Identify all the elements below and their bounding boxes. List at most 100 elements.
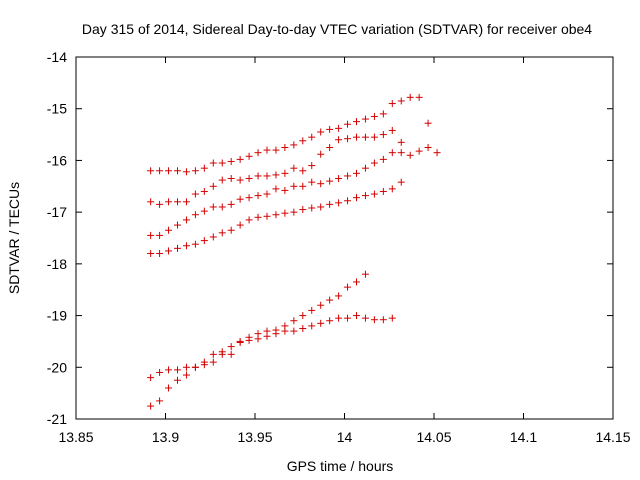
y-tick-label: -14 <box>47 49 67 65</box>
data-point <box>173 198 181 206</box>
data-point <box>344 135 352 143</box>
data-point <box>424 144 432 151</box>
data-point <box>182 371 190 379</box>
data-point <box>424 119 432 127</box>
data-point <box>361 192 369 200</box>
data-point <box>308 322 316 330</box>
data-point <box>209 159 217 167</box>
data-point <box>361 270 369 278</box>
data-point <box>147 167 155 175</box>
data-point <box>263 327 271 335</box>
data-point <box>406 151 414 159</box>
data-point <box>299 325 307 332</box>
data-point <box>227 350 235 358</box>
y-tick-label: -20 <box>47 359 67 375</box>
data-point <box>182 242 190 250</box>
data-point <box>415 93 423 101</box>
data-point <box>156 200 164 208</box>
data-point <box>361 115 369 123</box>
data-point <box>173 244 181 252</box>
data-point <box>165 384 173 392</box>
data-point <box>209 350 217 358</box>
data-point <box>209 358 217 366</box>
data-point <box>165 247 173 255</box>
data-point <box>263 190 271 198</box>
x-tick-label: 13.9 <box>152 429 179 445</box>
data-point <box>191 240 199 248</box>
data-point <box>245 216 253 224</box>
data-point <box>361 314 369 322</box>
data-point <box>245 175 253 183</box>
data-point <box>254 172 262 180</box>
data-point <box>361 164 369 172</box>
data-point <box>299 137 307 145</box>
data-point <box>308 204 316 212</box>
data-point <box>388 126 396 134</box>
data-point <box>218 348 226 356</box>
data-point <box>352 169 360 177</box>
data-point <box>335 292 343 300</box>
data-point <box>281 209 289 217</box>
data-point <box>326 296 334 304</box>
data-point <box>326 317 334 325</box>
data-point <box>236 337 244 345</box>
data-point <box>236 221 244 229</box>
data-point <box>227 175 235 183</box>
data-point <box>397 138 405 146</box>
data-point <box>218 229 226 237</box>
data-point <box>379 131 387 139</box>
data-point <box>308 178 316 186</box>
data-point <box>245 152 253 160</box>
data-point <box>236 176 244 184</box>
data-points <box>147 93 441 410</box>
data-point <box>344 283 352 291</box>
data-point <box>147 402 155 410</box>
data-point <box>290 208 298 216</box>
data-point <box>263 172 271 180</box>
data-point <box>352 133 360 141</box>
data-point <box>263 212 271 220</box>
data-point <box>156 167 164 175</box>
data-point <box>335 199 343 207</box>
data-point <box>227 157 235 165</box>
data-point <box>352 118 360 126</box>
data-point <box>254 213 262 221</box>
data-point <box>191 167 199 175</box>
data-point <box>379 316 387 324</box>
data-point <box>209 182 217 190</box>
data-point <box>263 146 271 154</box>
data-point <box>191 363 199 371</box>
data-point <box>370 159 378 167</box>
data-point <box>156 368 164 376</box>
y-tick-label: -15 <box>47 101 67 117</box>
x-tick-label: 14.05 <box>416 429 451 445</box>
data-point <box>209 233 217 241</box>
data-point <box>352 312 360 320</box>
data-point <box>326 177 334 185</box>
data-point <box>191 190 199 198</box>
data-point <box>290 327 298 335</box>
data-point <box>379 155 387 163</box>
data-point <box>370 133 378 141</box>
chart-title: Day 315 of 2014, Sidereal Day-to-day VTE… <box>82 21 592 37</box>
data-point <box>397 178 405 186</box>
data-point <box>406 93 414 101</box>
data-point <box>317 301 325 309</box>
data-point <box>299 182 307 190</box>
data-point <box>335 124 343 132</box>
data-point <box>299 167 307 175</box>
data-point <box>227 226 235 234</box>
data-point <box>317 128 325 136</box>
y-tick-label: -21 <box>47 411 67 427</box>
data-point <box>335 136 343 144</box>
data-point <box>361 133 369 141</box>
data-point <box>245 194 253 202</box>
data-point <box>156 397 164 405</box>
data-point <box>388 100 396 108</box>
data-point <box>370 112 378 120</box>
data-point <box>218 159 226 167</box>
data-point <box>335 314 343 322</box>
data-point <box>317 319 325 327</box>
data-point <box>200 207 208 215</box>
